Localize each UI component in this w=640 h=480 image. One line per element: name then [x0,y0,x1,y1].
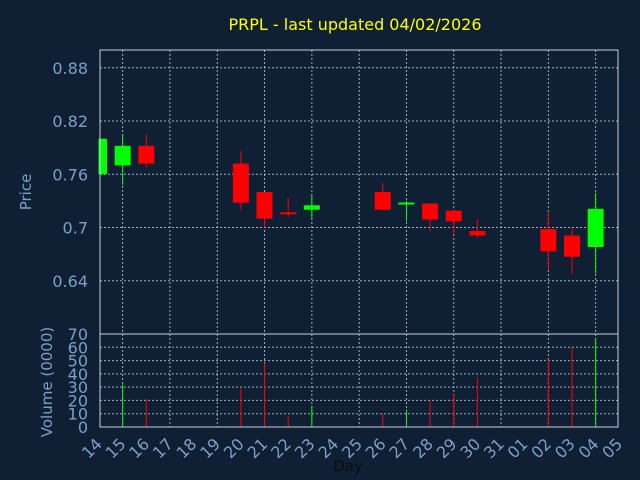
volume-tick-label: 60 [68,338,88,357]
candle-body [138,145,155,164]
volume-tick-label: 50 [68,352,88,371]
volume-tick-label: 30 [68,378,88,397]
volume-tick-label: 70 [68,325,88,344]
candle-body [564,235,580,257]
candle [114,134,131,185]
price-tick-label: 0.7 [63,219,88,238]
candle-body [100,138,107,175]
candle [398,200,415,222]
volume-tick-label: 10 [68,405,88,424]
candle [138,134,155,168]
day-tick-label: 05 [598,434,626,462]
price-tick-labels: 0.88 0.82 0.76 0.7 0.64 [52,59,88,291]
candle [540,211,557,271]
candlestick-series [98,134,604,274]
candle [98,138,107,175]
chart-title: PRPL - last updated 04/02/2026 [228,15,481,34]
candle [422,203,439,232]
candle [445,210,462,235]
volume-tick-label: 0 [78,418,88,437]
volume-series [122,337,597,427]
volume-tick-label: 40 [68,365,88,384]
price-tick-label: 0.64 [52,272,88,291]
candle [469,219,486,239]
candle-body [422,203,439,220]
day-gridlines [122,50,597,427]
candle [280,198,297,217]
candle [232,151,249,210]
volume-panel-frame [99,333,619,428]
candle-body [232,163,249,203]
candle [303,194,320,219]
candle-body [398,202,415,205]
candle-body [469,231,486,236]
candle-body [374,192,391,210]
price-tick-label: 0.88 [52,59,88,78]
day-axis-label: Day [333,457,363,475]
candle-body [540,229,557,252]
volume-axis-label: Volume (0000) [38,327,56,437]
candle-body [445,210,462,222]
candle [564,228,580,274]
candle-body [303,205,320,210]
candle [256,192,273,228]
candle-body [114,145,131,166]
price-tick-label: 0.76 [52,165,88,184]
price-axis-label: Price [17,174,35,211]
candle [587,192,604,274]
candle-body [280,212,297,215]
candle-body [587,208,604,248]
price-tick-label: 0.82 [52,112,88,131]
volume-tick-label: 20 [68,391,88,410]
candle-body [256,192,273,219]
candle [374,183,391,210]
